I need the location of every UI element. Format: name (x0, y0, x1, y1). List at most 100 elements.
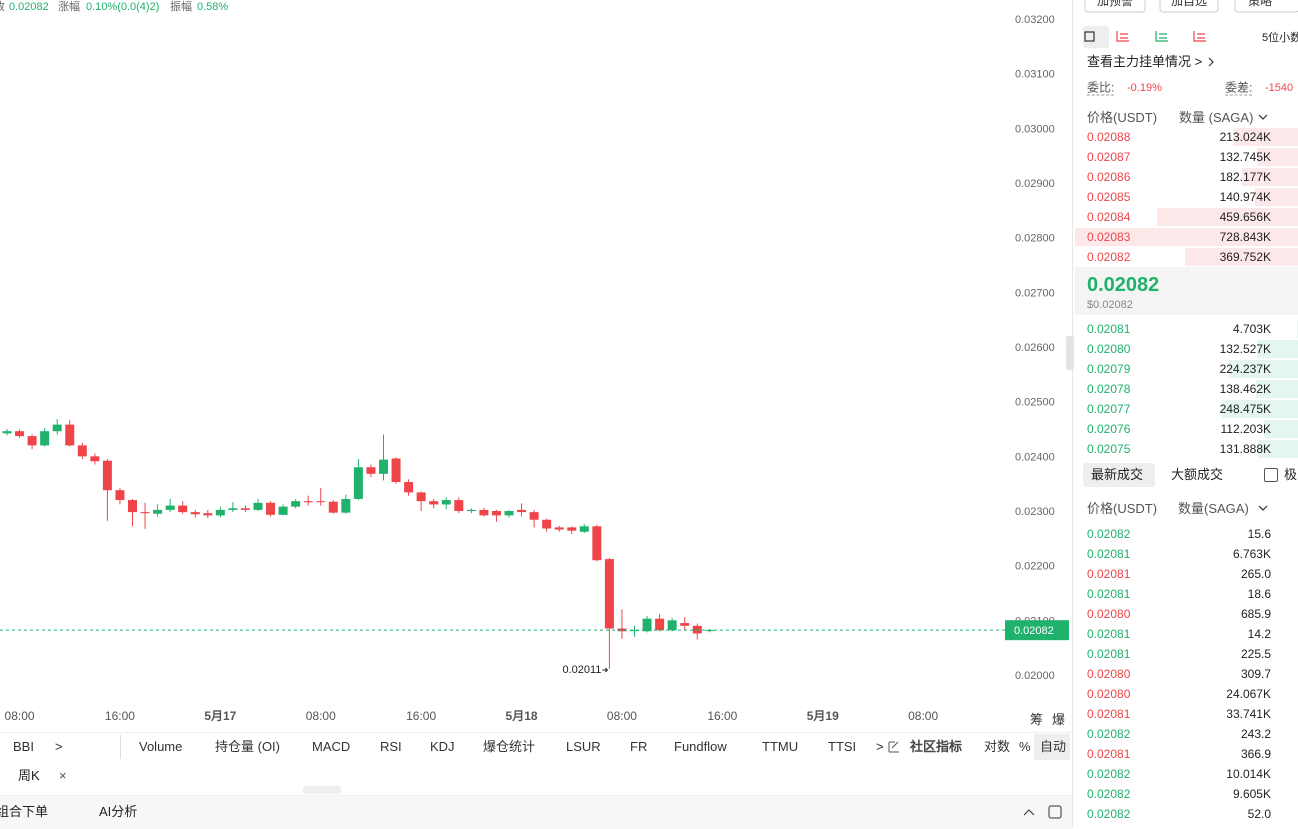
book-qty: 728.843K (1219, 230, 1271, 244)
candle-body (341, 498, 351, 513)
indicator-tab[interactable]: > (876, 739, 884, 754)
book-price: 0.02088 (1087, 130, 1131, 144)
book-qty: 369.752K (1219, 250, 1271, 264)
checkbox[interactable] (1264, 468, 1278, 482)
y-tick-label: 0.02300 (1015, 506, 1055, 518)
book-price: 0.02075 (1087, 442, 1131, 456)
x-tick-label: 08:00 (607, 709, 637, 723)
trade-header: 数量(SAGA) (1178, 501, 1249, 516)
close-tag[interactable]: × (59, 768, 67, 783)
indicator-tab[interactable]: 自动 (1040, 739, 1067, 754)
panel-button[interactable]: 加预警 (1097, 0, 1134, 8)
indicator-tab[interactable]: BBI (13, 739, 34, 754)
side-tool: 爆 (1052, 712, 1065, 727)
panel-button[interactable]: 加自选 (1171, 0, 1208, 8)
depth-bar (1157, 208, 1298, 226)
candle-body (190, 512, 200, 515)
candle-body (52, 424, 62, 432)
x-tick-label: 08:00 (5, 709, 35, 723)
indicator-tab[interactable]: RSI (380, 739, 402, 754)
indicator-tab[interactable]: 持仓量 (OI) (215, 739, 280, 754)
book-price: 0.02076 (1087, 422, 1131, 436)
candle-body (604, 559, 614, 629)
trade-qty: 18.6 (1247, 587, 1271, 601)
period-tag[interactable]: 周K (18, 768, 40, 783)
trade-qty: 9.605K (1232, 787, 1271, 801)
indicator-tab[interactable]: FR (630, 739, 648, 754)
diff-label: 委差: (1225, 80, 1253, 96)
panel-button[interactable]: 策略 (1248, 0, 1273, 8)
candle-body (391, 458, 401, 483)
indicator-tab[interactable]: Volume (139, 739, 183, 754)
x-tick-label: 5月19 (807, 709, 839, 723)
indicator-tab[interactable]: Fundflow (674, 739, 727, 754)
collapse-handle[interactable] (1066, 336, 1074, 370)
y-tick-label: 0.02700 (1015, 287, 1055, 299)
candle-body (441, 500, 451, 505)
y-tick-label: 0.03200 (1015, 14, 1055, 26)
book-price: 0.02085 (1087, 190, 1131, 204)
candle-body (667, 620, 677, 631)
trade-qty: 52.0 (1247, 807, 1271, 821)
candle-body (680, 623, 690, 626)
book-price: 0.02082 (1087, 250, 1131, 264)
trade-qty: 6.763K (1232, 547, 1271, 561)
resize-handle[interactable] (303, 786, 341, 794)
x-tick-label: 16:00 (707, 709, 737, 723)
candle-body (77, 445, 87, 457)
book-header: 价格(USDT) (1087, 110, 1158, 125)
book-qty: 213.024K (1219, 130, 1271, 144)
indicator-tab[interactable]: MACD (312, 739, 351, 754)
candle-body (491, 511, 501, 516)
candle-body (316, 501, 326, 503)
depth-bar (1263, 420, 1298, 438)
indicator-tab[interactable]: TTSI (828, 739, 857, 754)
candle-body (128, 500, 137, 513)
trade-qty: 14.2 (1247, 627, 1271, 641)
y-tick-label: 0.02800 (1015, 233, 1055, 245)
diff-value: -1540 (1265, 82, 1294, 94)
y-tick-label: 0.02900 (1015, 178, 1055, 190)
indicator-tab[interactable]: % (1019, 739, 1031, 754)
trade-price: 0.02081 (1087, 747, 1131, 761)
candle-body (529, 512, 539, 520)
depth-bar (1221, 400, 1298, 418)
candle-body (153, 509, 163, 514)
depth-bar (1254, 188, 1298, 206)
mid-band (1075, 267, 1298, 315)
depth-bar (1184, 248, 1298, 266)
book-price: 0.02081 (1087, 322, 1131, 336)
trade-price: 0.02082 (1087, 767, 1131, 781)
bottom-tab[interactable]: 组合下单 (0, 804, 49, 819)
candle-body (2, 431, 12, 434)
indicator-tab[interactable]: LSUR (566, 739, 601, 754)
trade-qty: 265.0 (1240, 567, 1271, 581)
auto-highlight (1034, 734, 1070, 760)
trade-qty: 15.6 (1247, 527, 1271, 541)
ratio-value: -0.19% (1127, 82, 1162, 94)
trade-tab[interactable]: 最新成交 (1091, 467, 1144, 482)
trade-price: 0.02081 (1087, 627, 1131, 641)
book-qty: 132.745K (1219, 150, 1271, 164)
indicator-tab[interactable]: 社区指标 (910, 739, 963, 754)
indicator-tab[interactable]: TTMU (762, 739, 799, 754)
indicator-tab[interactable]: KDJ (430, 739, 455, 754)
decimals[interactable]: 5位小数 (1262, 32, 1298, 44)
trade-price: 0.02082 (1087, 787, 1131, 801)
trade-price: 0.02082 (1087, 807, 1131, 821)
depth-bar (1257, 340, 1298, 358)
edit-icon[interactable] (886, 739, 902, 755)
trade-tab[interactable]: 极 (1284, 467, 1298, 482)
header-stat: 0.10%(0.0(4)2) (86, 1, 160, 13)
main-orders-link[interactable]: 查看主力挂单情况 > (1087, 54, 1203, 69)
trade-tab[interactable]: 大额成交 (1171, 467, 1224, 482)
bottom-tab[interactable]: AI分析 (99, 804, 138, 819)
indicator-tab[interactable]: 对数 (984, 739, 1011, 754)
indicator-tab[interactable]: 爆仓统计 (483, 739, 536, 754)
indicator-tab[interactable]: > (55, 739, 63, 754)
depth-bar (1257, 148, 1298, 166)
depth-bar (1232, 128, 1298, 146)
book-price: 0.02080 (1087, 342, 1131, 356)
candle-body (554, 527, 564, 530)
candle-body (454, 500, 464, 511)
